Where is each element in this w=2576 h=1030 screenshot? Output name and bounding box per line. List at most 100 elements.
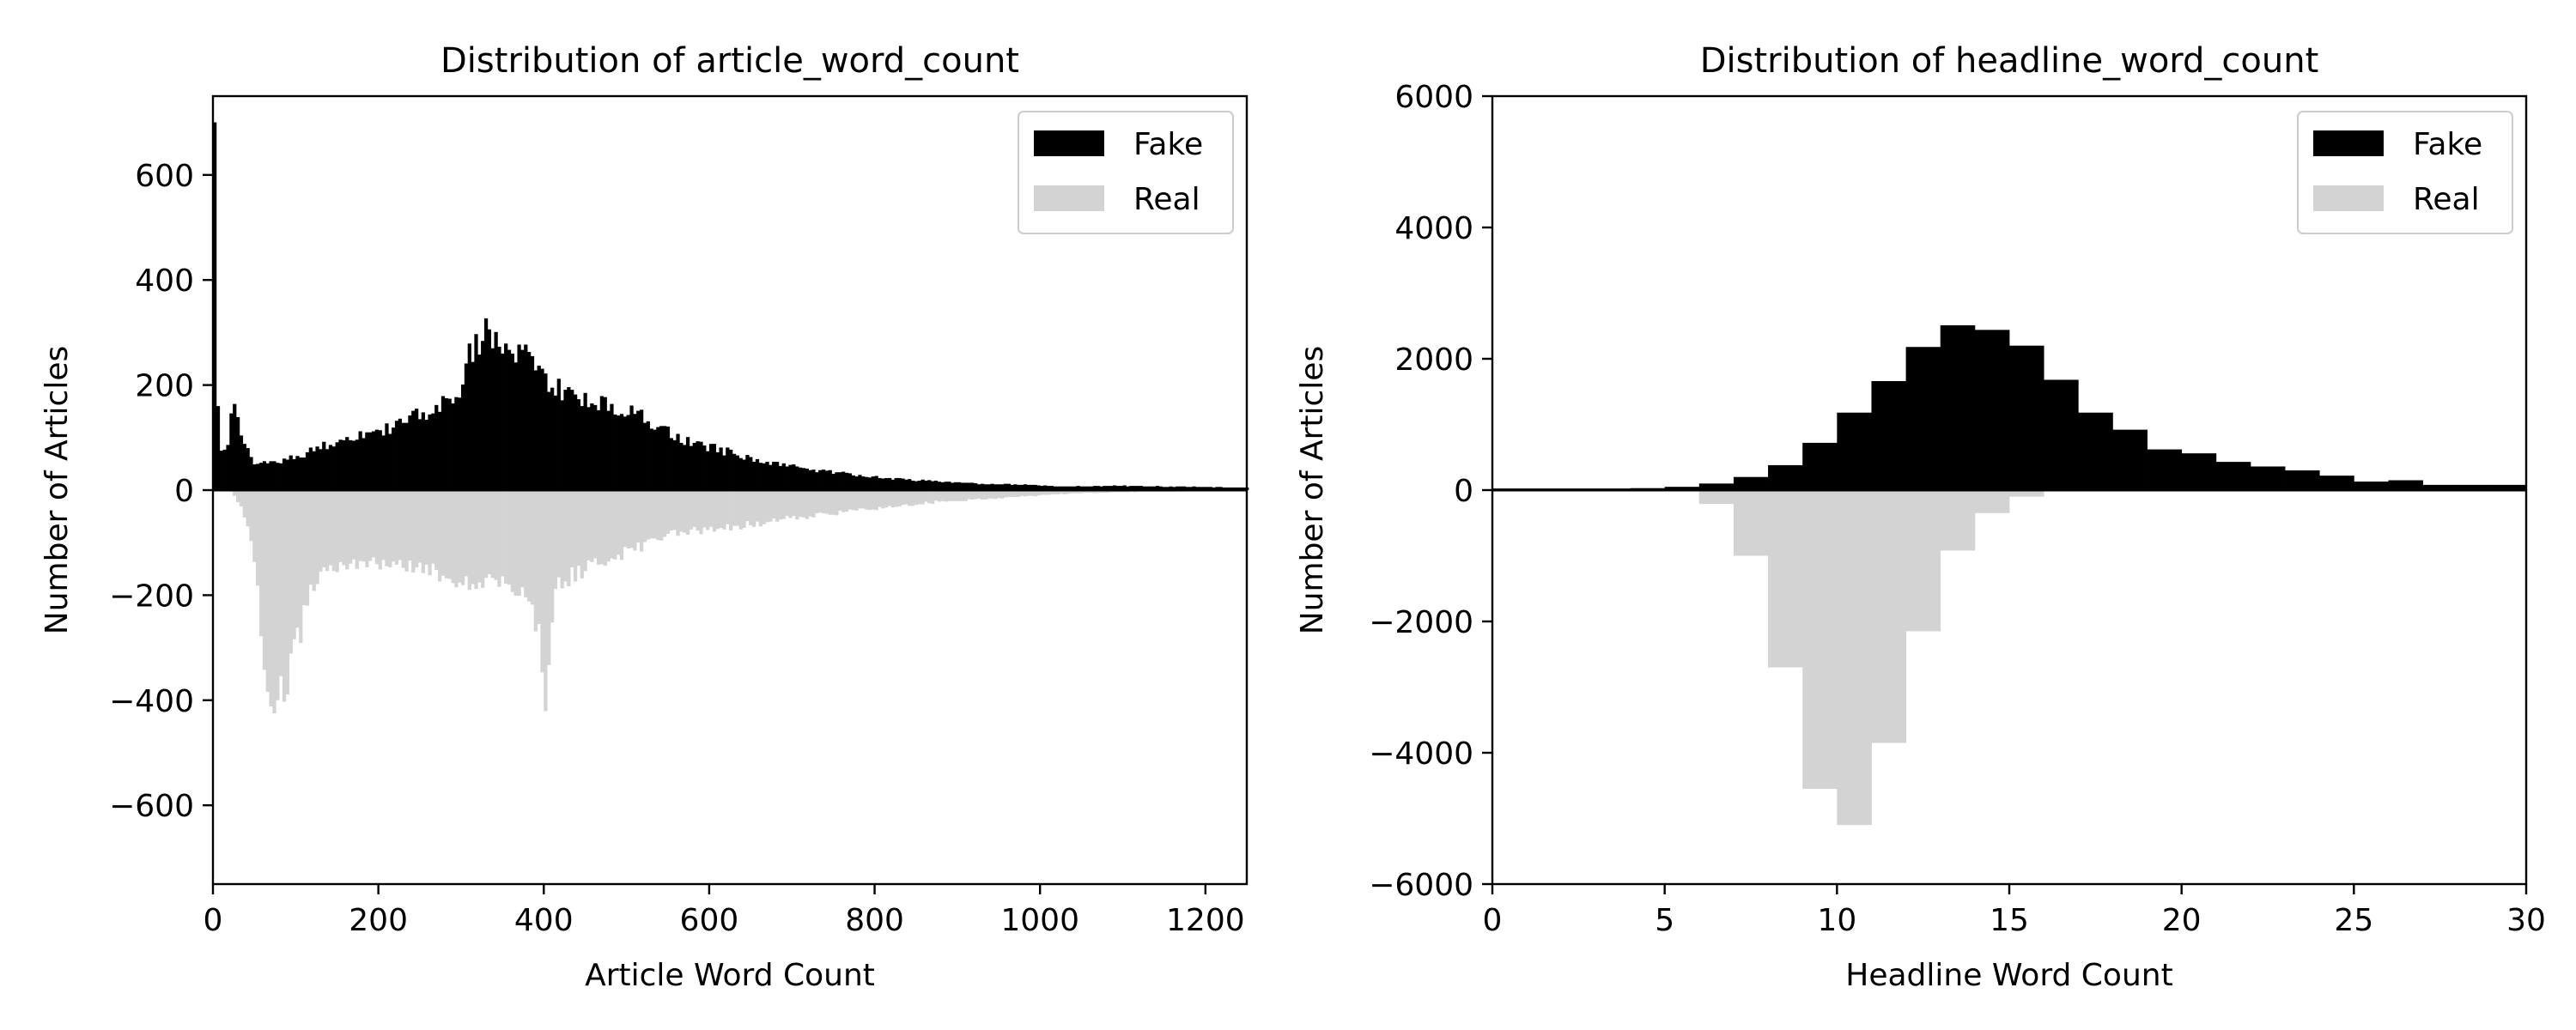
bar-real	[368, 490, 373, 561]
y-axis-ticks: −6000 −4000 −2000 0 2000 4000 6000	[1369, 80, 1492, 903]
bar-real	[256, 490, 260, 586]
x-tick-label: 30	[2506, 903, 2546, 938]
bar-real	[328, 490, 333, 566]
bar-fake	[752, 461, 756, 490]
bar-real	[848, 490, 852, 510]
x-tick-label: 20	[2162, 903, 2202, 938]
bar-fake	[590, 403, 594, 490]
bar-fake	[722, 455, 726, 490]
bar-fake	[249, 457, 253, 490]
bars-group	[1492, 324, 2527, 826]
bar-fake	[2215, 462, 2251, 490]
bar-fake	[742, 459, 746, 490]
bar-fake	[256, 464, 260, 490]
bar-real	[282, 490, 287, 702]
bar-fake	[471, 361, 475, 490]
bar-fake	[305, 451, 310, 490]
bar-fake	[1043, 485, 1048, 490]
bar-real	[322, 490, 326, 567]
bar-fake	[1974, 330, 2010, 490]
bar-real	[458, 490, 462, 583]
bar-fake	[983, 484, 987, 490]
bar-fake	[708, 444, 714, 490]
bar-real	[590, 490, 594, 562]
bar-real	[401, 490, 405, 568]
bar-fake	[629, 405, 634, 490]
bar-real	[378, 490, 382, 570]
bar-real	[361, 490, 366, 562]
bar-fake	[1242, 487, 1246, 490]
bar-fake	[692, 442, 696, 490]
bar-fake	[1099, 486, 1103, 490]
bar-fake	[2181, 453, 2217, 490]
bar-fake	[544, 373, 548, 490]
bar-fake	[1056, 486, 1060, 490]
bar-fake	[1152, 486, 1157, 490]
bar-fake	[726, 447, 730, 490]
bar-fake	[388, 433, 392, 490]
bar-fake	[662, 426, 667, 490]
bar-fake	[1940, 324, 1976, 490]
bar-fake	[394, 421, 399, 490]
bar-fake	[325, 449, 330, 490]
bar-real	[708, 490, 714, 527]
bar-fake	[963, 482, 968, 490]
bar-real	[417, 490, 422, 563]
bar-fake	[434, 404, 439, 490]
bar-fake	[507, 349, 512, 490]
bar-real	[646, 490, 650, 540]
bar-real	[530, 490, 535, 605]
bar-fake	[1119, 486, 1123, 490]
bar-real	[242, 490, 246, 518]
bar-real	[640, 490, 644, 552]
bar-fake	[1030, 484, 1034, 490]
y-tick-label: −4000	[1369, 736, 1473, 772]
bar-fake	[848, 473, 852, 490]
bar-fake	[1231, 487, 1236, 490]
bar-real	[567, 490, 571, 586]
bar-real	[735, 490, 739, 526]
bar-fake	[1162, 487, 1167, 490]
bar-real	[1083, 490, 1087, 494]
bar-fake	[867, 477, 872, 490]
bar-fake	[679, 442, 683, 490]
bar-real	[613, 490, 617, 560]
bar-fake	[910, 480, 915, 490]
bar-real	[444, 490, 448, 579]
bar-fake	[583, 392, 587, 490]
bar-real	[653, 490, 657, 539]
bar-fake	[2457, 484, 2493, 490]
bar-real	[858, 490, 862, 509]
bar-fake	[798, 467, 803, 490]
bar-real	[501, 490, 505, 577]
bar-fake	[524, 344, 528, 490]
bar-real	[421, 490, 425, 573]
bar-fake	[2147, 449, 2183, 490]
bar-fake	[1199, 487, 1203, 490]
bar-fake	[815, 472, 819, 490]
bar-fake	[1096, 486, 1100, 490]
bar-real	[867, 490, 872, 511]
bar-fake	[276, 463, 280, 490]
bar-fake	[1046, 486, 1051, 490]
bar-fake	[239, 435, 244, 490]
bar-fake	[805, 468, 809, 490]
bar-fake	[289, 455, 293, 490]
bar-real	[920, 490, 925, 505]
x-tick-label: 1200	[1166, 903, 1245, 938]
bar-real	[235, 490, 240, 503]
bar-real	[374, 490, 380, 565]
bar-real	[544, 490, 548, 712]
bar-real	[993, 490, 998, 500]
bar-fake	[617, 415, 621, 490]
bar-real	[696, 490, 700, 531]
bar-real	[1079, 490, 1084, 494]
bar-fake	[914, 481, 919, 490]
bar-fake	[2112, 429, 2148, 490]
bar-real	[702, 490, 707, 528]
x-axis-ticks: 0 5 10 15 20 25 30	[1483, 884, 2546, 938]
bar-real	[838, 490, 842, 511]
bar-fake	[460, 384, 465, 490]
bar-real	[358, 490, 362, 561]
bar-real	[272, 490, 276, 714]
